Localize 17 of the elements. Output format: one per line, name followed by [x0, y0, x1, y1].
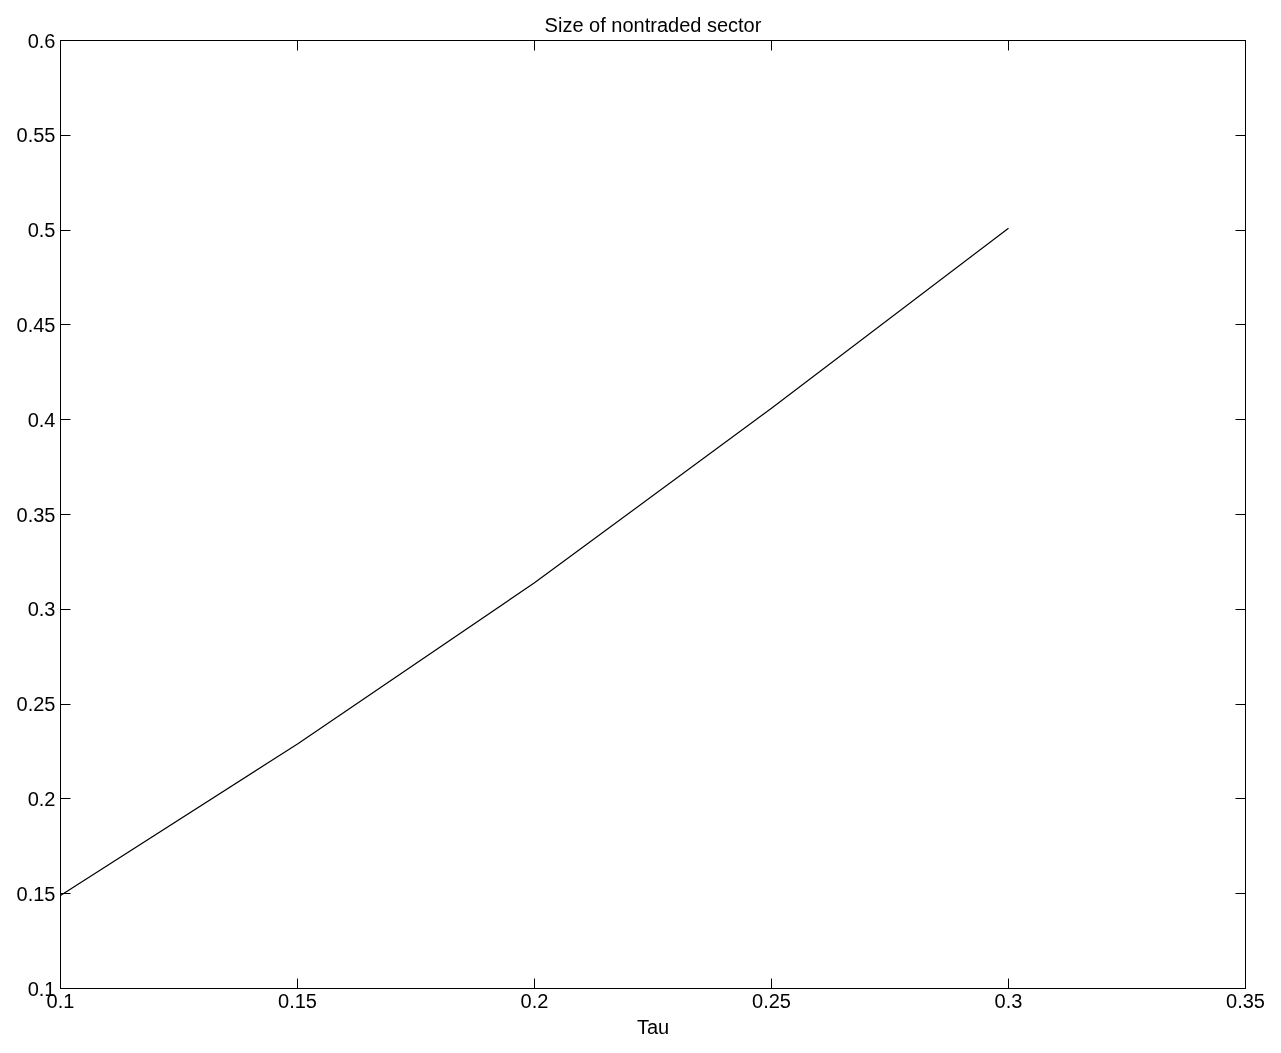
chart-title: Size of nontraded sector	[544, 13, 762, 36]
y-tick-label: 0.45	[16, 313, 56, 336]
y-tick-label: 0.25	[16, 693, 56, 716]
x-tick-label: 0.3	[994, 989, 1023, 1012]
x-tick-label: 0.25	[752, 989, 791, 1012]
y-tick-label: 0.5	[27, 219, 56, 242]
x-tick-label: 0.35	[1226, 989, 1265, 1012]
x-axis-title: Tau	[636, 1015, 670, 1038]
y-tick-label: 0.35	[16, 503, 56, 526]
y-tick-label: 0.2	[27, 787, 56, 810]
y-tick-label: 0.55	[16, 124, 56, 147]
y-tick-label: 0.15	[16, 882, 56, 905]
y-tick-label: 0.6	[27, 29, 56, 52]
y-tick-label: 0.3	[27, 598, 56, 621]
x-tick-label: 0.15	[278, 989, 317, 1012]
x-tick-label: 0.2	[520, 989, 549, 1012]
y-tick-label: 0.4	[27, 408, 56, 431]
